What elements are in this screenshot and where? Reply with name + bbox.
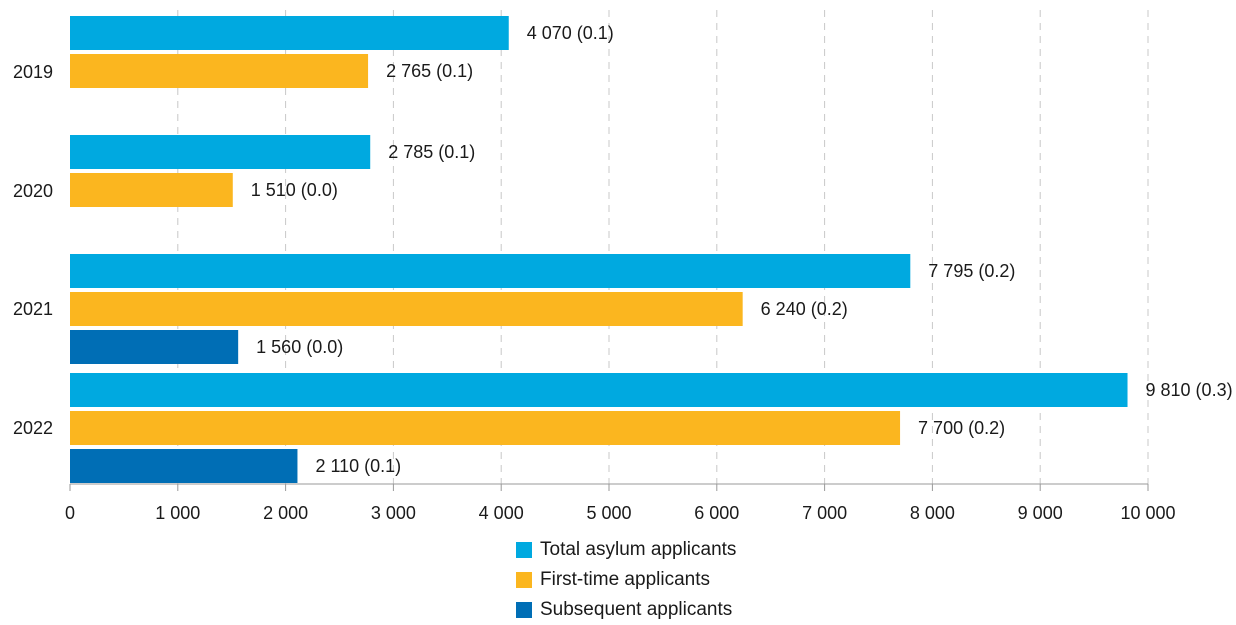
x-tick-label: 3 000 [371, 503, 416, 523]
x-tick-label: 9 000 [1018, 503, 1063, 523]
legend-label-first-time: First-time applicants [540, 569, 710, 590]
bar [70, 254, 911, 288]
grid-lines [177, 10, 1149, 484]
legend-label-total: Total asylum applicants [540, 539, 737, 560]
category-label: 2021 [13, 299, 53, 319]
legend-item-total: Total asylum applicants [516, 535, 736, 565]
year-labels: 2019 2020 2021 2022 [13, 62, 53, 438]
bar-data-label: 2 110 (0.1) [315, 456, 401, 476]
bar [70, 449, 298, 483]
bar-data-label: 2 785 (0.1) [388, 142, 475, 162]
bars [70, 16, 1128, 483]
bar-data-label: 1 560 (0.0) [256, 337, 343, 357]
bar [70, 330, 239, 364]
x-tick-label: 7 000 [802, 503, 847, 523]
bar-data-label: 9 810 (0.3) [1146, 380, 1233, 400]
legend: Total asylum applicants First-time appli… [516, 535, 736, 625]
x-tick-label: 0 [65, 503, 75, 523]
category-label: 2020 [13, 181, 53, 201]
x-tick-label: 5 000 [586, 503, 631, 523]
legend-item-first-time: First-time applicants [516, 565, 736, 595]
x-tick-label: 6 000 [694, 503, 739, 523]
legend-swatch-total [516, 542, 532, 558]
bar [70, 411, 901, 445]
legend-label-subsequent: Subsequent applicants [540, 599, 733, 620]
bar-data-label: 7 795 (0.2) [928, 261, 1015, 281]
bar [70, 16, 509, 50]
x-tick-label: 10 000 [1120, 503, 1175, 523]
bar [70, 292, 743, 326]
category-label: 2022 [13, 418, 53, 438]
legend-swatch-first-time [516, 572, 532, 588]
x-tick-label: 4 000 [479, 503, 524, 523]
legend-item-subsequent: Subsequent applicants [516, 595, 736, 625]
x-tick-label: 1 000 [155, 503, 200, 523]
bar-data-label: 2 765 (0.1) [386, 61, 473, 81]
bar-data-label: 6 240 (0.2) [761, 299, 848, 319]
bar-data-label: 1 510 (0.0) [251, 180, 338, 200]
legend-swatch-subsequent [516, 602, 532, 618]
bar [70, 173, 233, 207]
category-label: 2019 [13, 62, 53, 82]
x-tick-label: 8 000 [910, 503, 955, 523]
chart: 4 070 (0.1) 2 765 (0.1) 2 785 (0.1) 1 510 (… [13, 10, 1233, 523]
bar-data-label: 7 700 (0.2) [918, 418, 1005, 438]
bar-data-label: 4 070 (0.1) [527, 23, 614, 43]
bar [70, 135, 371, 169]
x-tick-label: 2 000 [263, 503, 308, 523]
bar-labels: 4 070 (0.1) 2 765 (0.1) 2 785 (0.1) 1 510 (… [251, 23, 1233, 476]
x-axis-ticks: 0 1 000 2 000 3 000 4 000 5 000 6 000 7 000 8 00… [65, 484, 1176, 523]
bar [70, 54, 369, 88]
bar [70, 373, 1128, 407]
